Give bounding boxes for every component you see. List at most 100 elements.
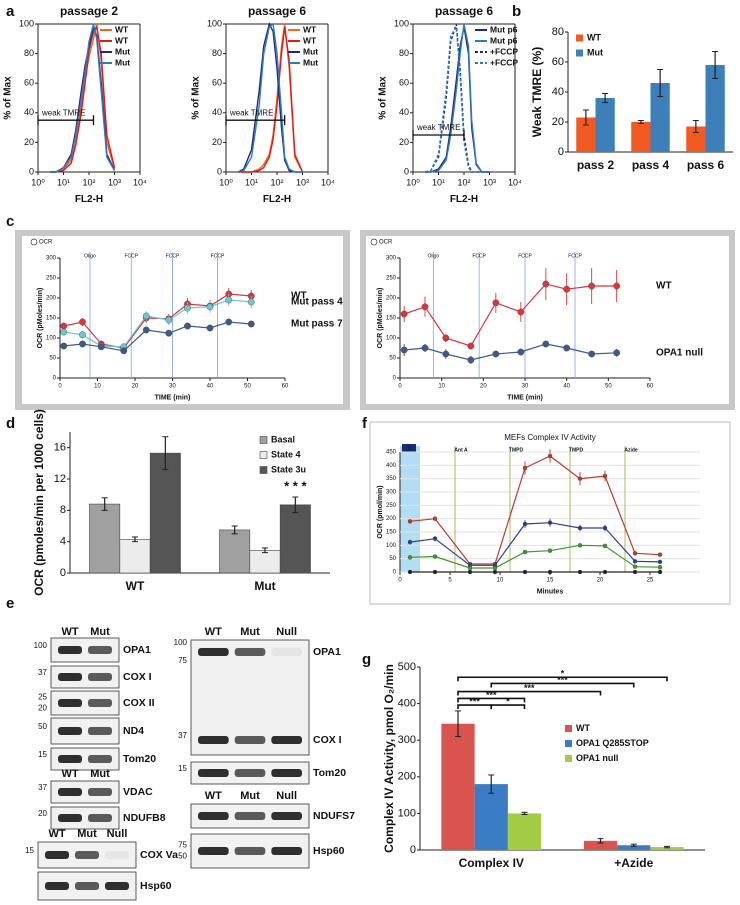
legend-label: Mut <box>587 47 603 57</box>
x-axis-label: TIME (min) <box>507 394 543 401</box>
mw-marker: 75 <box>178 841 187 850</box>
chart-title: MEFs Complex IV Activity <box>504 433 596 442</box>
legend-swatch <box>259 466 268 474</box>
y-tick-label: 0 <box>558 146 564 158</box>
data-point <box>432 516 438 521</box>
data-point <box>563 344 571 352</box>
event-label: FCCP <box>166 253 180 259</box>
data-point <box>563 285 571 293</box>
x-axis-label: TIME (min) <box>155 394 191 401</box>
x-axis-label: Minutes <box>537 588 564 595</box>
x-axis-label: FL2-H <box>75 194 103 205</box>
band-label: NDUFS7 <box>313 810 355 822</box>
gate-label: weak TMRE <box>416 123 460 132</box>
band-label: Tom20 <box>123 753 156 765</box>
band-label: COX I <box>313 734 342 746</box>
mw-marker: 50 <box>178 852 187 861</box>
data-point <box>79 340 86 348</box>
blot-band <box>58 699 82 707</box>
x-tick-label: 0 <box>398 578 402 584</box>
x-tick-label: 10³ <box>296 177 309 187</box>
legend-label: Mut p6 <box>490 24 518 34</box>
y-tick-label: 40 <box>24 107 34 117</box>
data-point <box>247 320 255 328</box>
band-label: Hsp60 <box>313 845 345 857</box>
y-tick-label: 0 <box>404 166 409 176</box>
x-tick-label: 10 <box>94 384 101 390</box>
header-icon <box>370 238 378 246</box>
band-label: ND4 <box>123 725 144 737</box>
y-tick-label: 20 <box>24 137 34 147</box>
legend-label: WT <box>303 35 317 45</box>
legend-label: WT <box>576 723 590 733</box>
y-tick-label: 300 <box>386 490 397 496</box>
lane-label: WT <box>205 626 222 638</box>
series-line <box>425 23 490 173</box>
legend-swatch <box>565 740 572 747</box>
y-tick-label: 100 <box>46 336 57 342</box>
lane-label: Mut <box>240 626 260 638</box>
data-point <box>522 521 528 527</box>
x-tick-label: 10¹ <box>432 177 445 187</box>
data-point <box>407 569 413 575</box>
blot-band <box>75 882 99 890</box>
lane-label: Mut <box>240 790 260 802</box>
blot-band <box>234 769 266 777</box>
blot-band <box>271 736 302 744</box>
blot-band <box>88 699 112 707</box>
data-point <box>142 326 150 334</box>
data-point <box>400 346 408 354</box>
y-tick-label: 80 <box>24 48 34 58</box>
data-point <box>79 318 86 326</box>
data-point <box>542 280 550 288</box>
mw-marker: 25 <box>38 693 47 702</box>
significance-bracket <box>457 676 668 682</box>
x-tick-label: 10 <box>497 578 504 584</box>
data-point <box>547 548 553 553</box>
header-label: OCR <box>379 240 393 246</box>
x-tick-label: 10⁴ <box>508 177 522 187</box>
data-point <box>60 322 68 330</box>
x-tick-label: 10⁰ <box>406 177 420 187</box>
y-tick-label: 250 <box>46 276 57 282</box>
x-tick-label: Mut <box>254 579 275 593</box>
series-line <box>404 343 617 361</box>
y-tick-label: 250 <box>386 276 397 282</box>
legend-label: Mut <box>303 46 318 56</box>
x-tick-label: 10¹ <box>245 177 258 187</box>
blot-band <box>198 736 229 744</box>
mw-marker: 50 <box>38 722 47 731</box>
lane-label: Mut <box>90 626 110 638</box>
blot-band <box>88 727 112 735</box>
blot-band <box>88 646 112 654</box>
data-point <box>632 569 638 575</box>
lane-label: WT <box>205 790 222 802</box>
data-point <box>613 282 621 290</box>
bar <box>686 126 706 152</box>
y-tick-label: 500 <box>398 661 416 673</box>
data-point <box>517 308 525 316</box>
y-tick-label: 80 <box>212 48 222 58</box>
y-tick-label: 300 <box>386 256 397 262</box>
band-label: OPA1 <box>313 646 341 658</box>
y-tick-label: 0 <box>29 166 34 176</box>
data-point <box>407 519 413 524</box>
series-line <box>409 544 661 569</box>
x-tick-label: 0 <box>58 384 62 390</box>
series-line <box>63 299 252 348</box>
data-point <box>247 298 255 306</box>
data-point <box>442 350 450 358</box>
data-point <box>142 312 150 320</box>
significance-label: *** <box>486 690 497 700</box>
bar <box>441 723 475 850</box>
lane-label: Null <box>107 828 128 840</box>
x-tick-label: WT <box>126 579 145 593</box>
y-tick-label: 50 <box>389 356 396 362</box>
y-axis-label: OCR (pMoles/min) <box>37 288 44 349</box>
y-tick-label: 250 <box>386 503 397 509</box>
series-end-label: OPA1 null <box>656 347 703 358</box>
data-point <box>613 349 621 357</box>
x-tick-label: 10⁴ <box>321 177 335 187</box>
blot-band <box>198 812 229 820</box>
data-point <box>421 344 429 352</box>
